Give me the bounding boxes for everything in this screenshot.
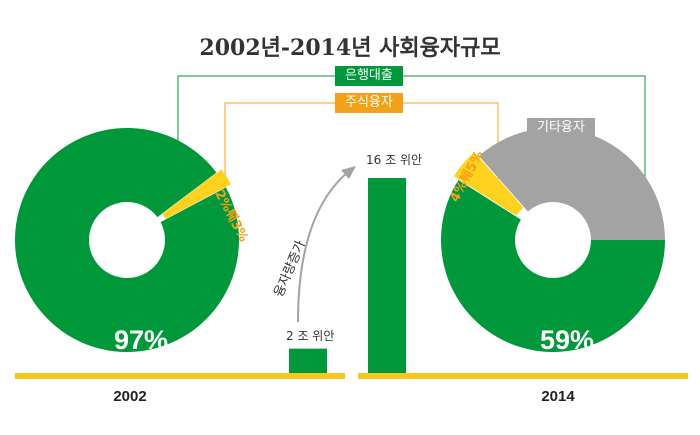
pie-2002 [15,128,240,353]
pie-2014-bank-share: 59% [539,325,595,355]
bar-2014 [368,178,406,373]
pie-2014 [441,127,665,352]
bar-2014-value-label: 16 조 위안 [366,153,423,167]
pie-2002-slice-0 [15,128,240,353]
growth-arrowhead [341,166,356,179]
pie-2014-slice-2 [478,127,665,240]
pie-2014-slice-0 [441,179,665,352]
year-label-2002: 2002 [113,388,147,405]
bank-loans-connector [177,75,646,264]
legend-bank-loans: 은행대출 [335,66,403,86]
growth-arrow [297,171,349,323]
pie-2002-bank-share: 97% [113,325,169,355]
baseline-right [358,373,688,379]
chart-title: 2002년-2014년 사회융자규모 [199,35,501,61]
year-label-2014: 2014 [541,388,575,405]
baseline-left [15,373,345,379]
bar-chart [289,178,406,373]
legend-equity-financing: 주식융자 [335,93,403,113]
legend-other-financing: 기타융자 [527,118,595,138]
pie-2014-slice-1 [453,152,524,216]
bar-2002-value-label: 2 조 위안 [286,329,335,343]
bar-2002 [289,348,327,373]
pie-2002-slice-1 [162,169,231,219]
